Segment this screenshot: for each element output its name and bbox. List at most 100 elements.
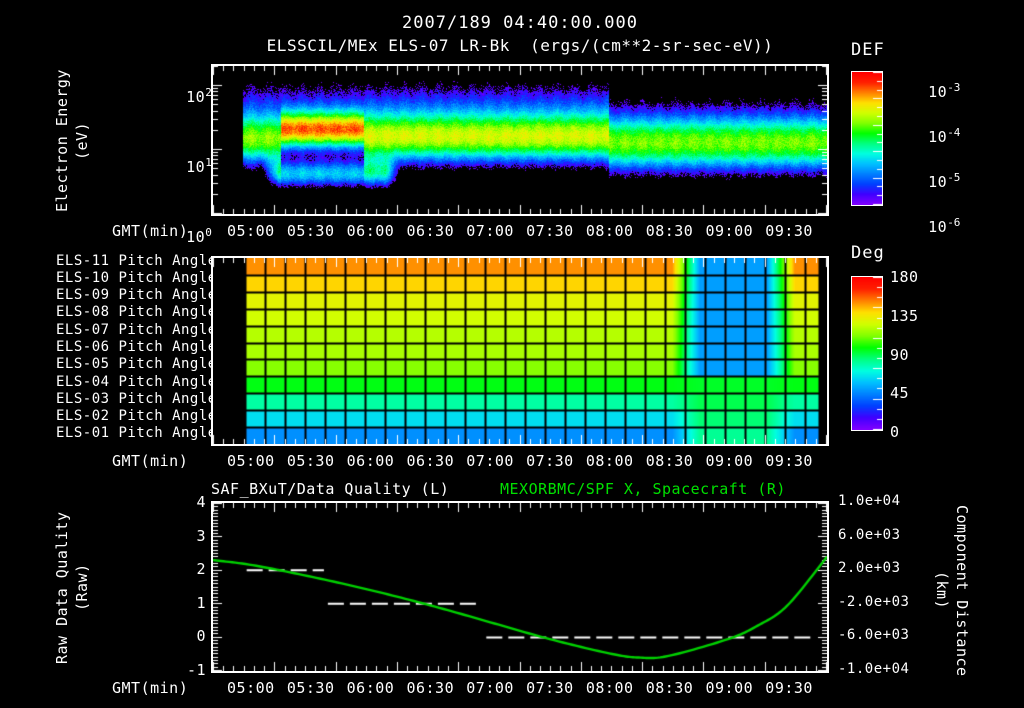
ytick-right-label: -2.0e+03 [838,593,910,610]
xtick-label: 09:00 [705,679,754,697]
xtick-label: 05:30 [286,222,335,240]
pitch-angle-row-label: ELS-10 Pitch Angle [56,269,217,286]
def-tick-2: 10 [928,173,948,191]
quality-distance-plot-area[interactable] [211,501,829,673]
xtick-label: 07:00 [466,222,514,240]
panel-mid-xtick-labels: 05:00 05:30 06:00 06:30 07:00 07:30 08:00 08:30… [211,452,829,472]
def-colorbar-title: DEF [851,40,885,60]
page-subtitle: ELSSCIL/MEx ELS-07 LR-Bk (ergs/(cm**2-sr… [266,36,774,55]
xtick-label: 07:00 [466,452,514,470]
panel-bot-xlabel: GMT(min) [112,679,189,697]
spectrogram-plot-area[interactable] [211,64,829,216]
xtick-label: 08:30 [645,452,694,470]
pitch-angle-row-label: ELS-02 Pitch Angle [56,408,217,425]
deg-colorbar-labels: 180 135 90 45 0 [890,265,970,445]
xtick-label: 05:30 [286,452,335,470]
pitch-angle-plot-area[interactable] [211,256,829,446]
xtick-label: 05:00 [227,452,275,470]
xtick-label: 07:00 [466,679,514,697]
xtick-label: 08:00 [585,679,634,697]
ytick-left-label: 2 [196,560,206,579]
xtick-label: 05:00 [227,222,275,240]
xtick-label: 08:00 [585,222,634,240]
pitch-angle-row-labels: ELS-11 Pitch Angle ELS-10 Pitch Angle ELS-… [56,252,217,445]
xtick-label: 06:00 [346,452,395,470]
pitch-angle-row-label: ELS-04 Pitch Angle [56,373,217,390]
deg-tick-label: 0 [890,423,900,441]
page-title: 2007/189 04:40:00.000 [402,13,638,33]
def-tick-0: 10 [928,83,948,101]
panel-bot-ylabel-left: Raw Data Quality (Raw) [53,511,91,664]
ytick-left-label: 3 [196,526,206,545]
ytick-left-label: 1 [196,593,206,612]
xtick-label: 08:30 [645,679,694,697]
deg-colorbar-ticks [852,277,882,430]
deg-tick-label: 135 [890,306,919,325]
pitch-angle-row-label: ELS-11 Pitch Angle [56,252,217,269]
xtick-label: 06:30 [406,679,455,697]
def-colorbar-labels: 10-3 10-4 10-5 10-6 [890,60,970,236]
panel-bot-title-left: SAF_BXuT/Data Quality (L) [211,480,450,498]
ytick-top-2-exp: 0 [205,226,212,239]
ytick-left-label: 4 [196,493,206,511]
pitch-angle-row-label: ELS-07 Pitch Angle [56,321,217,338]
panel-top-ytick-labels: 102 101 100 [148,60,212,246]
xtick-label: 06:00 [346,222,395,240]
xtick-label: 06:30 [406,452,455,470]
ytick-right-label: 2.0e+03 [838,560,901,577]
xtick-label: 06:00 [346,679,395,697]
panel-bot-ytick-right: 1.0e+04 6.0e+03 2.0e+03 -2.0e+03 -6.0e+03 -1.… [838,493,948,685]
deg-tick-label: 90 [890,345,910,364]
panel-top-xlabel: GMT(min) [112,222,189,240]
xtick-label: 07:30 [526,679,574,697]
deg-colorbar [851,276,883,431]
xtick-label: 06:30 [406,222,455,240]
pitch-angle-row-label: ELS-06 Pitch Angle [56,339,217,355]
def-tick-3-exp: -6 [947,216,961,229]
panel-mid-xlabel: GMT(min) [112,452,189,470]
def-colorbar [851,71,883,206]
ytick-right-label: 1.0e+04 [838,493,901,509]
def-tick-2-exp: -5 [947,171,961,184]
def-tick-3: 10 [928,218,948,236]
ytick-top-1: 10 [186,158,206,176]
xtick-label: 09:30 [765,222,813,240]
ytick-left-label: 0 [196,627,206,646]
ytick-left-label: -1 [186,661,206,679]
pitch-angle-row-label: ELS-03 Pitch Angle [56,390,217,407]
ytick-top-0-exp: 2 [205,86,212,99]
xtick-label: 09:00 [705,222,754,240]
def-colorbar-ticks [852,72,882,205]
ytick-right-label: 6.0e+03 [838,526,901,543]
pitch-angle-row-label: ELS-08 Pitch Angle [56,304,217,321]
spectrogram-ticks [213,66,827,214]
def-tick-1: 10 [928,128,948,146]
xtick-label: 05:00 [227,679,275,697]
xtick-label: 07:30 [526,222,574,240]
ytick-right-label: -1.0e+04 [838,661,910,677]
xtick-label: 08:30 [645,222,694,240]
quality-distance-canvas [213,503,827,671]
pitch-angle-ticks [213,258,827,444]
deg-tick-label: 45 [890,384,910,403]
panel-bot-title-right: MEXORBMC/SPF X, Spacecraft (R) [500,480,786,498]
xtick-label: 07:30 [526,452,574,470]
panel-bot-xtick-labels: 05:00 05:30 06:00 06:30 07:00 07:30 08:00 08:30… [211,679,829,699]
xtick-label: 09:30 [765,452,813,470]
panel-bot-ylabel-right: Component Distance (km) [933,505,971,677]
ytick-top-2: 10 [186,228,206,246]
pitch-angle-row-label: ELS-05 Pitch Angle [56,356,217,373]
ytick-top-1-exp: 1 [205,156,212,169]
panel-bot-ytick-left: 4 3 2 1 0 -1 [150,493,206,685]
pitch-angle-row-label: ELS-09 Pitch Angle [56,287,217,304]
ytick-right-label: -6.0e+03 [838,627,910,644]
deg-tick-label: 180 [890,268,919,286]
xtick-label: 05:30 [286,679,335,697]
pitch-angle-row-label: ELS-01 Pitch Angle [56,425,217,442]
ytick-top-0: 10 [186,88,206,106]
deg-colorbar-title: Deg [851,243,885,263]
xtick-label: 08:00 [585,452,634,470]
def-tick-0-exp: -3 [947,81,961,94]
def-tick-1-exp: -4 [947,126,961,139]
xtick-label: 09:30 [765,679,813,697]
